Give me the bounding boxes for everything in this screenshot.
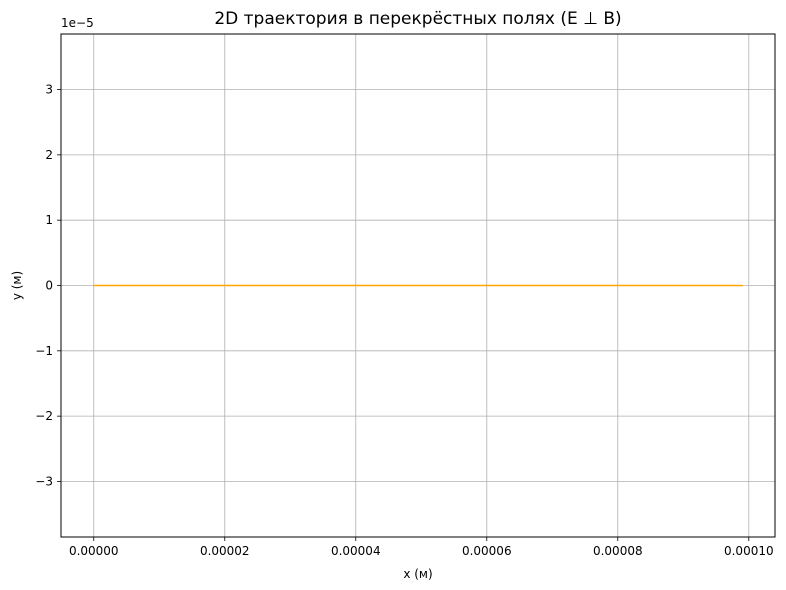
y-tick-label: 2 (45, 148, 53, 162)
x-tick-label: 0.00008 (593, 544, 643, 558)
y-offset-label: 1e−5 (61, 16, 94, 30)
y-tick-label: −3 (35, 474, 53, 488)
x-axis-label: x (м) (403, 567, 432, 581)
y-tick-label: 3 (45, 83, 53, 97)
x-tick-label: 0.00010 (724, 544, 774, 558)
y-axis-label: y (м) (10, 271, 24, 300)
x-tick-label: 0.00004 (331, 544, 381, 558)
y-tick-label: −2 (35, 409, 53, 423)
y-tick-label: 0 (45, 279, 53, 293)
y-tick-label: 1 (45, 213, 53, 227)
chart-title: 2D траектория в перекрёстных полях (E ⊥ … (214, 9, 621, 29)
y-tick-label: −1 (35, 344, 53, 358)
x-tick-label: 0.00000 (69, 544, 119, 558)
ticks: 0.00000 0.00002 0.00004 0.00006 0.00008 0.000… (35, 83, 773, 558)
x-tick-label: 0.00002 (200, 544, 250, 558)
x-tick-label: 0.00006 (462, 544, 512, 558)
